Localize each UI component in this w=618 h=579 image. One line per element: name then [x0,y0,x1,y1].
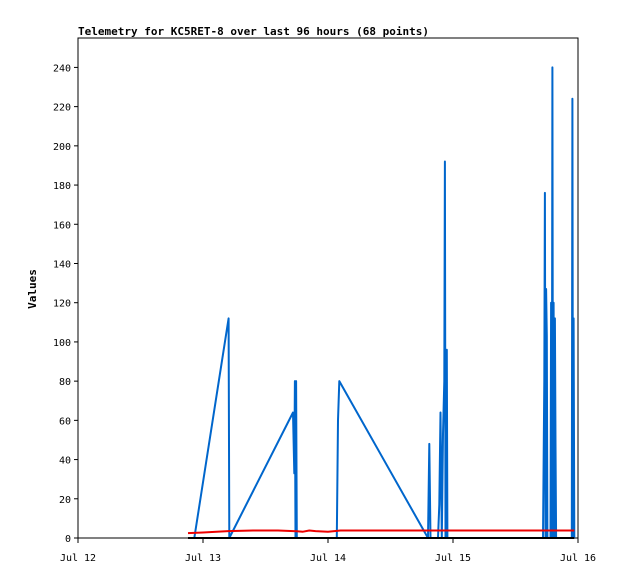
y-tick-label: 0 [65,534,71,545]
y-axis-label: Values [26,269,39,309]
y-tick-label: 160 [53,220,71,231]
y-tick-label: 120 [53,299,71,310]
plot-area [77,37,579,539]
y-tick-label: 240 [53,63,71,74]
x-tick-label: Jul 12 [60,553,96,564]
x-tick-label: Jul 14 [310,553,346,564]
x-tick-label: Jul 13 [185,553,221,564]
y-tick-label: 100 [53,338,71,349]
series-layer [187,66,576,539]
y-tick-label: 20 [59,495,71,506]
series-line-0 [193,66,576,539]
x-axis-ticks: Jul 12 Jul 13 Jul 14 Jul 15 Jul 16 [60,538,596,564]
y-tick-label: 80 [59,377,71,388]
y-tick-label: 180 [53,181,71,192]
series-line-1 [187,529,575,535]
y-tick-label: 200 [53,142,71,153]
y-axis-ticks: 0 20 40 60 80 100 120 140 160 180 200 220 240 [53,63,78,545]
chart-title: Telemetry for KC5RET-8 over last 96 hour… [78,25,429,38]
y-tick-label: 140 [53,259,71,270]
y-tick-label: 40 [59,456,71,467]
y-tick-label: 220 [53,103,71,114]
y-tick-label: 60 [59,416,71,427]
x-tick-label: Jul 15 [435,553,471,564]
x-tick-label: Jul 16 [560,553,596,564]
